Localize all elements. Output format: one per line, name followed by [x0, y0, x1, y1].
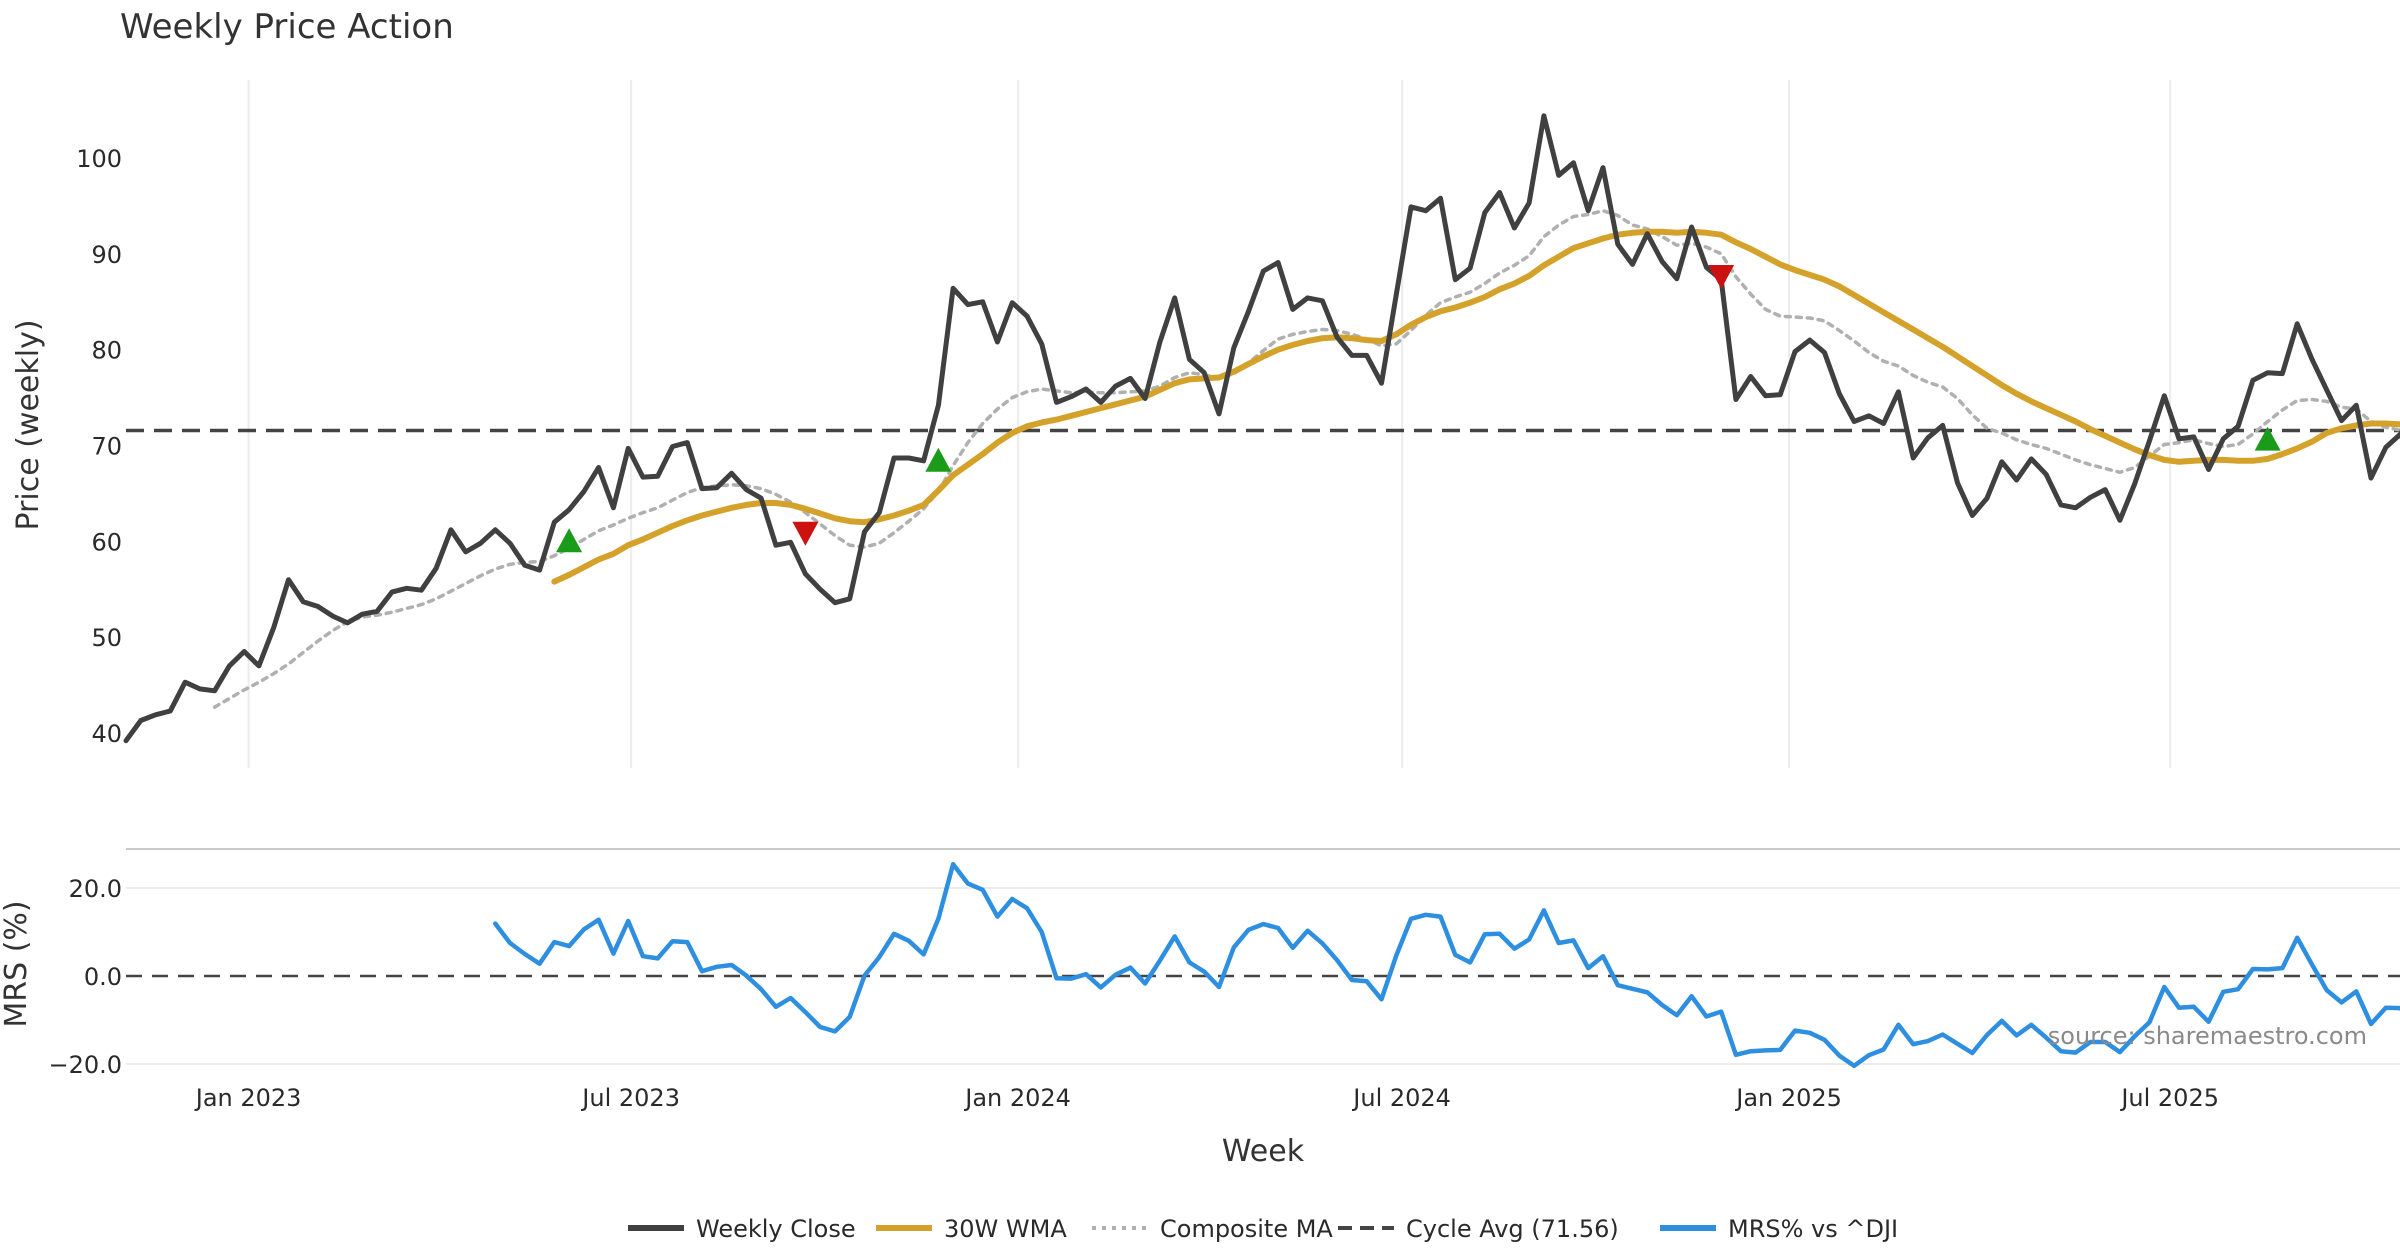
legend-label-3: Cycle Avg (71.56) — [1406, 1215, 1619, 1243]
x-tick-4: Jan 2025 — [1734, 1084, 1842, 1112]
series-weekly-close — [123, 113, 2400, 744]
buy-signal-marker-2 — [925, 447, 952, 472]
mrs-y-tick-2: −20.0 — [48, 1051, 122, 1079]
price-y-tick-100: 100 — [76, 145, 122, 173]
buy-signal-marker-0 — [556, 528, 583, 553]
price-y-tick-90: 90 — [91, 241, 122, 269]
mrs-y-axis-label: MRS (%) — [0, 900, 34, 1027]
sell-signal-marker-1 — [792, 521, 819, 546]
series-30w-wma — [551, 228, 2400, 585]
sell-signal-marker-3 — [1708, 264, 1735, 289]
mrs-y-tick-1: 0.0 — [84, 963, 122, 991]
series-composite-ma — [212, 208, 2400, 709]
price-y-tick-70: 70 — [91, 433, 122, 461]
x-tick-0: Jan 2023 — [194, 1084, 302, 1112]
x-axis-label: Week — [1222, 1134, 1305, 1169]
x-tick-2: Jan 2024 — [963, 1084, 1071, 1112]
legend: Weekly Close 30W WMA Composite MA Cycle Avg… — [628, 1215, 1898, 1243]
x-tick-3: Jul 2024 — [1351, 1084, 1451, 1112]
legend-label-2: Composite MA — [1160, 1215, 1333, 1243]
buy-signal-marker-4 — [2254, 426, 2281, 451]
price-y-ticks: 40 50 60 70 80 90 100 — [76, 145, 122, 748]
source-note: source: sharemaestro.com — [2048, 1022, 2367, 1050]
mrs-panel-grid — [126, 887, 2400, 1065]
series-mrs-vs-dji — [493, 861, 2400, 1069]
legend-label-0: Weekly Close — [696, 1215, 856, 1243]
mrs-series-group — [126, 861, 2400, 1069]
price-y-tick-60: 60 — [91, 528, 122, 556]
legend-label-4: MRS% vs ^DJI — [1728, 1215, 1898, 1243]
legend-label-1: 30W WMA — [944, 1215, 1067, 1243]
x-tick-5: Jul 2025 — [2119, 1084, 2219, 1112]
mrs-y-tick-0: 20.0 — [69, 875, 122, 903]
price-series-group — [123, 113, 2400, 744]
price-y-tick-50: 50 — [91, 624, 122, 652]
mrs-y-ticks: 20.0 0.0 −20.0 — [48, 875, 122, 1079]
price-y-tick-40: 40 — [91, 720, 122, 748]
x-tick-1: Jul 2023 — [580, 1084, 680, 1112]
x-axis-ticks: Jan 2023 Jul 2023 Jan 2024 Jul 2024 Jan 2025… — [194, 1084, 2219, 1112]
price-y-tick-80: 80 — [91, 337, 122, 365]
price-y-axis-label: Price (weekly) — [11, 319, 46, 530]
signal-markers — [556, 264, 2281, 553]
chart-title: Weekly Price Action — [120, 7, 454, 47]
